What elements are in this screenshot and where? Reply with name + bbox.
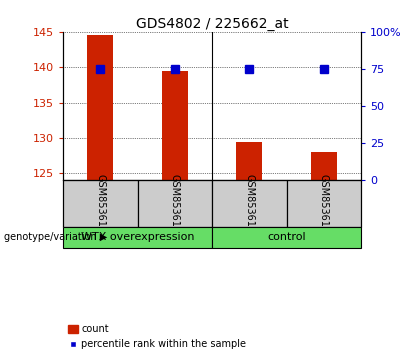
Text: GSM853611: GSM853611 bbox=[95, 174, 105, 233]
Title: GDS4802 / 225662_at: GDS4802 / 225662_at bbox=[136, 17, 289, 31]
Bar bbox=[311, 152, 337, 181]
Bar bbox=[287, 181, 361, 227]
Text: control: control bbox=[268, 232, 306, 242]
Bar bbox=[63, 227, 212, 248]
Bar bbox=[63, 181, 138, 227]
Bar bbox=[162, 71, 188, 181]
Text: WTX overexpression: WTX overexpression bbox=[81, 232, 194, 242]
Text: GSM853612: GSM853612 bbox=[244, 174, 255, 233]
Text: GSM853613: GSM853613 bbox=[170, 174, 180, 233]
Text: genotype/variation ▶: genotype/variation ▶ bbox=[4, 232, 108, 242]
Bar bbox=[138, 181, 212, 227]
Bar bbox=[212, 227, 361, 248]
Bar bbox=[236, 142, 262, 181]
Bar bbox=[212, 181, 286, 227]
Text: GSM853614: GSM853614 bbox=[319, 174, 329, 233]
Legend: count, percentile rank within the sample: count, percentile rank within the sample bbox=[68, 324, 247, 349]
Bar bbox=[87, 35, 113, 181]
